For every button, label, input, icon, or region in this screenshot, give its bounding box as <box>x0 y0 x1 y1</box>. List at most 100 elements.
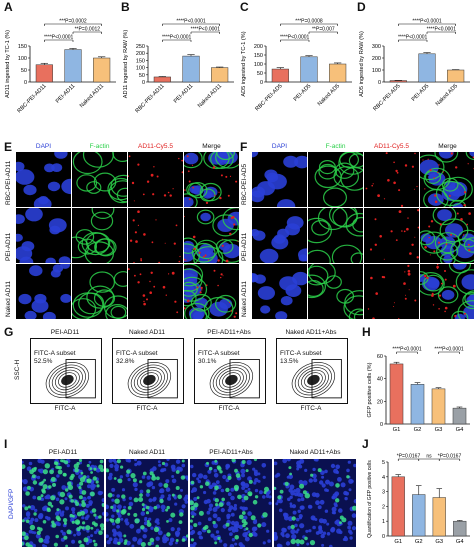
x-tick-label: PEI-AD11 <box>173 83 195 105</box>
bar <box>391 476 405 537</box>
bar <box>418 53 436 83</box>
y-tick-label: 60 <box>377 354 383 360</box>
y-tick-label: 0 <box>24 80 27 86</box>
panel-label-g: G <box>4 325 14 339</box>
x-tick-label: G3 <box>435 427 443 433</box>
significance-label: ****P<0.0001 <box>176 19 206 25</box>
micrograph-merge <box>420 264 474 319</box>
bar <box>271 68 289 83</box>
bar <box>389 80 407 83</box>
x-tick-label: Naked AD5 <box>317 83 341 107</box>
x-tick-label: G2 <box>415 539 423 545</box>
flow-x-label: FITC-A <box>218 405 240 412</box>
significance-label: ns <box>426 454 432 460</box>
significance-label: ***P=0.0008 <box>295 19 323 25</box>
micrograph-factin <box>72 264 127 319</box>
bar <box>211 67 229 83</box>
row-label: RBC-PEI-AD5 <box>241 163 248 205</box>
bar-chart-j: 0 1 2 3 4 5 Quantification of GFP positive cel… <box>367 454 470 545</box>
y-tick-label: 100 <box>18 56 27 62</box>
x-tick-label: PEI-AD11 <box>55 83 77 105</box>
flow-title: PEI-AD11+Abs <box>207 329 251 336</box>
channel-header: Merge <box>438 143 457 150</box>
fluor-image <box>190 459 272 547</box>
y-tick-label: 4 <box>382 475 385 481</box>
gate-label: FITC-A subset <box>116 350 158 357</box>
panel-label-i: I <box>4 437 8 451</box>
row-label: RBC-PEI-AD11 <box>5 160 12 205</box>
micrograph-factin <box>72 152 127 207</box>
x-tick-label: PEI-AD5 <box>293 83 313 103</box>
bar <box>431 388 446 425</box>
y-tick-label: 0 <box>378 80 381 86</box>
y-axis-label: AD5 ingested by RAW (%) <box>359 31 365 97</box>
fluor-title: Naked AD11 <box>128 449 165 456</box>
flow-plot <box>112 338 184 404</box>
micrograph-cy <box>128 264 183 319</box>
fluor-title: PEI-AD11+Abs <box>209 449 253 456</box>
significance-label: ****P<0.0001 <box>280 35 310 41</box>
bar <box>452 407 467 425</box>
bar <box>300 56 318 83</box>
y-tick-label: 200 <box>136 51 145 57</box>
y-axis-label: AD5 ingested by TC-1 (%) <box>241 31 247 96</box>
y-tick-label: 50 <box>139 73 145 79</box>
gate-percent: 13.5% <box>280 358 299 365</box>
x-tick-label: Naked AD11 <box>79 83 105 109</box>
y-axis-label: Quantification of GFP positive cells <box>367 460 373 538</box>
x-tick-label: RBC-PEI-AD5 <box>254 83 283 112</box>
bar <box>447 69 465 83</box>
gate-label: FITC-A subset <box>280 350 322 357</box>
channel-header: F-actin <box>89 143 110 150</box>
x-tick-label: RBC-PEI-AD5 <box>372 83 401 112</box>
channel-header: DAPI <box>271 143 288 150</box>
y-tick-label: 200 <box>372 56 381 62</box>
bar-chart-a: 0 50 100 150 AD11 ingested by TC-1 (%) RBC-PE… <box>5 19 116 114</box>
micrograph-cy <box>364 264 419 319</box>
y-tick-label: 2 <box>382 504 385 510</box>
significance-label: ****P<0.0001 <box>191 27 221 33</box>
y-axis-label: AD11 ingested by TC-1 (%) <box>5 30 11 98</box>
gate-label: FITC-A subset <box>34 350 76 357</box>
bar <box>432 497 446 537</box>
significance-label: *P=0.0167 <box>438 454 462 460</box>
micrograph-factin <box>308 208 363 263</box>
x-tick-label: G3 <box>435 539 443 545</box>
micrograph-merge <box>184 208 239 263</box>
flow-y-label: SSC-H <box>14 359 21 380</box>
flow-x-label: FITC-A <box>300 405 322 412</box>
y-tick-label: 3 <box>382 490 385 496</box>
flow-plot <box>276 338 348 404</box>
panel-label-f: F <box>240 140 248 154</box>
y-tick-label: 100 <box>254 62 263 68</box>
bar <box>453 520 467 537</box>
flow-plot <box>194 338 266 404</box>
bar <box>64 49 82 83</box>
y-tick-label: 100 <box>372 68 381 74</box>
x-tick-label: G2 <box>414 427 422 433</box>
row-label: Naked AD11 <box>241 280 248 317</box>
micrograph-cy <box>364 152 419 207</box>
flow-x-label: FITC-A <box>136 405 158 412</box>
bar <box>93 57 111 83</box>
micrograph-cy <box>128 208 183 263</box>
micrograph-dapi <box>252 208 307 263</box>
micrograph-factin <box>308 264 363 319</box>
flow-title: PEI-AD11 <box>50 329 80 336</box>
y-tick-label: 0 <box>382 534 385 540</box>
y-axis-label: AD11 ingested by RAW (%) <box>123 30 129 99</box>
flow-plot <box>30 338 102 404</box>
panel-label-d: D <box>357 0 366 14</box>
y-tick-label: 200 <box>254 44 263 50</box>
row-label: Naked AD11 <box>5 280 12 317</box>
gate-percent: 32.8% <box>116 358 135 365</box>
flow-title: Naked AD11+Abs <box>285 329 337 336</box>
x-tick-label: PEI-AD5 <box>411 83 431 103</box>
row-label: PEI-AD11 <box>5 232 12 261</box>
micrograph-dapi <box>16 264 71 319</box>
channel-header: Merge <box>202 143 221 150</box>
y-tick-label: 20 <box>377 399 383 405</box>
y-tick-label: 1 <box>382 519 385 525</box>
significance-label: ****P<0.0001 <box>427 27 457 33</box>
